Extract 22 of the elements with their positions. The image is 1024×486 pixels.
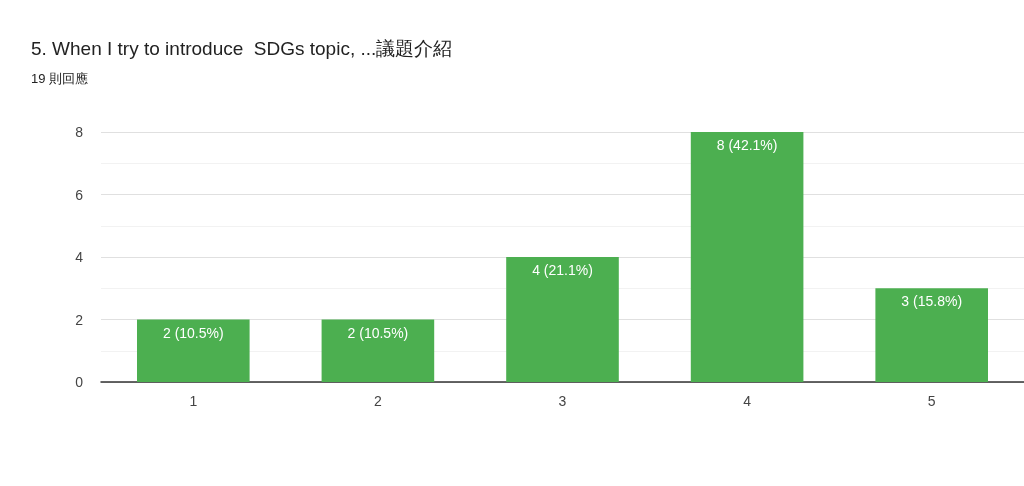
bar [137, 319, 250, 382]
data-label: 2 (10.5%) [347, 324, 409, 341]
y-tick-label: 6 [75, 186, 84, 203]
x-tick-label: 4 [743, 393, 752, 409]
chart-subtitle: 19 則回應 [31, 71, 89, 86]
x-tick-label: 2 [374, 393, 382, 409]
data-label: 2 (10.5%) [162, 324, 224, 341]
bar [321, 319, 435, 382]
x-tick-label: 5 [927, 393, 936, 409]
x-tick-label: 1 [189, 393, 198, 409]
x-tick-label: 3 [558, 393, 567, 409]
chart-title: 5. When I try to introduce SDGs topic, ...議題介紹 [31, 38, 453, 59]
bar [506, 257, 619, 382]
data-label: 3 (15.8%) [901, 293, 963, 310]
y-tick-label: 8 [75, 124, 84, 140]
y-tick-label: 2 [75, 311, 84, 328]
y-tick-label: 0 [75, 374, 84, 390]
bar [875, 288, 988, 382]
y-tick-label: 4 [75, 249, 84, 265]
data-label: 8 (42.1%) [716, 137, 778, 153]
bar [690, 132, 804, 382]
data-label: 4 (21.1%) [532, 262, 593, 278]
